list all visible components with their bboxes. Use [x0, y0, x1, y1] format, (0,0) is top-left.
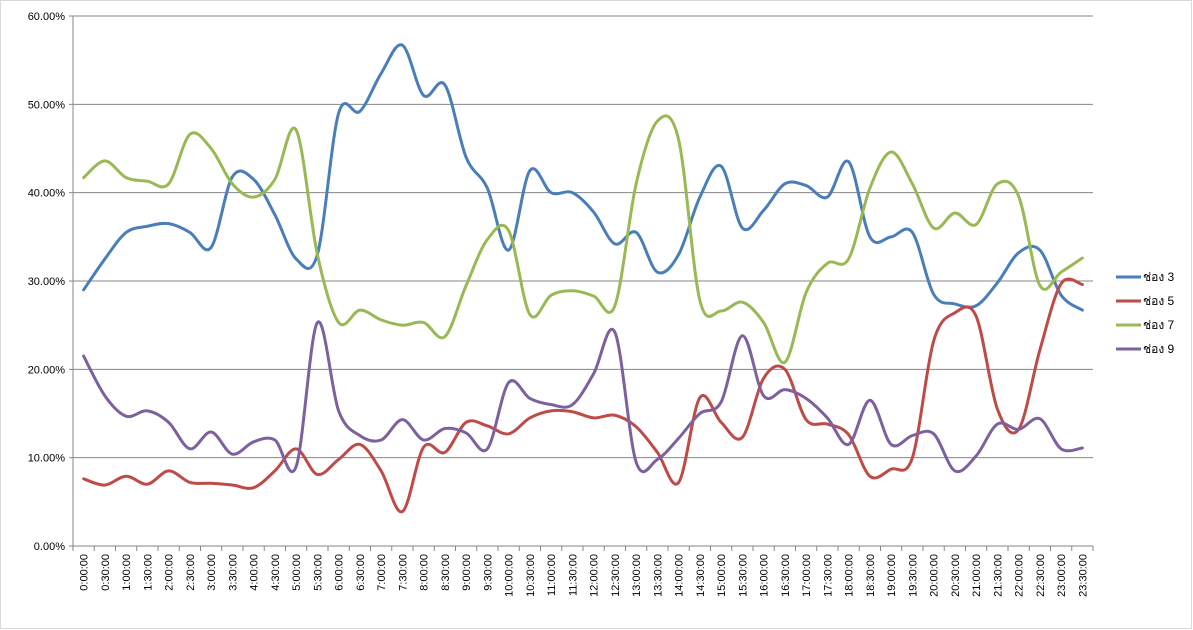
- y-tick-label: 10.00%: [28, 453, 66, 465]
- y-tick-label: 30.00%: [28, 276, 66, 288]
- x-tick-label: 0:00:00: [79, 554, 91, 591]
- x-tick-label: 2:00:00: [164, 554, 176, 591]
- x-tick-label: 2:30:00: [185, 554, 197, 591]
- x-tick-label: 23:30:00: [1077, 554, 1089, 597]
- y-tick-label: 20.00%: [28, 364, 66, 376]
- x-tick-label: 22:30:00: [1035, 554, 1047, 597]
- x-tick-label: 14:00:00: [674, 554, 686, 597]
- y-tick-label: 40.00%: [28, 188, 66, 200]
- x-tick-label: 0:30:00: [100, 554, 112, 591]
- y-tick-label: 0.00%: [34, 541, 65, 553]
- chart-container: 0.00% 10.00% 20.00% 30.00% 40.00% 50.00% 60.00…: [0, 0, 1193, 630]
- x-tick-label: 17:00:00: [801, 554, 813, 597]
- x-tick-label: 21:00:00: [971, 554, 983, 597]
- x-tick-label: 19:00:00: [886, 554, 898, 597]
- x-tick-label: 10:30:00: [525, 554, 537, 597]
- x-tick-label: 9:00:00: [461, 554, 473, 591]
- x-tick-label: 3:00:00: [206, 554, 218, 591]
- x-tick-label: 13:00:00: [631, 554, 643, 597]
- x-tick-label: 16:00:00: [759, 554, 771, 597]
- legend-label: ช่อง 5: [1143, 294, 1175, 308]
- x-tick-label: 12:00:00: [589, 554, 601, 597]
- x-tick-label: 20:00:00: [929, 554, 941, 597]
- x-tick-label: 23:00:00: [1056, 554, 1068, 597]
- x-tick-label: 19:30:00: [907, 554, 919, 597]
- x-tick-label: 17:30:00: [822, 554, 834, 597]
- x-tick-label: 11:00:00: [546, 554, 558, 596]
- x-tick-label: 6:00:00: [334, 554, 346, 591]
- x-tick-label: 4:00:00: [249, 554, 261, 591]
- x-tick-label: 8:30:00: [440, 554, 452, 591]
- x-tick-label: 18:30:00: [865, 554, 877, 597]
- x-tick-label: 7:30:00: [397, 554, 409, 591]
- x-tick-label: 5:30:00: [312, 554, 324, 591]
- x-tick-label: 22:00:00: [1014, 554, 1026, 597]
- x-tick-label: 16:30:00: [780, 554, 792, 597]
- x-tick-label: 13:30:00: [652, 554, 664, 597]
- line-chart: 0.00% 10.00% 20.00% 30.00% 40.00% 50.00% 60.00…: [0, 0, 1193, 630]
- x-tick-label: 6:30:00: [355, 554, 367, 591]
- legend-label: ช่อง 9: [1143, 342, 1175, 356]
- x-tick-label: 8:00:00: [419, 554, 431, 591]
- x-tick-label: 7:00:00: [376, 554, 388, 591]
- y-tick-label: 50.00%: [28, 99, 66, 111]
- x-tick-label: 9:30:00: [482, 554, 494, 591]
- x-tick-label: 4:30:00: [270, 554, 282, 591]
- x-tick-label: 20:30:00: [950, 554, 962, 597]
- x-tick-label: 14:30:00: [695, 554, 707, 597]
- y-tick-label: 60.00%: [28, 11, 66, 23]
- x-tick-label: 3:30:00: [227, 554, 239, 591]
- x-tick-label: 18:00:00: [844, 554, 856, 597]
- x-tick-label: 1:30:00: [142, 554, 154, 591]
- chart-border: [1, 1, 1192, 629]
- legend-label: ช่อง 7: [1143, 318, 1175, 332]
- x-tick-label: 5:00:00: [291, 554, 303, 591]
- x-tick-label: 1:00:00: [121, 554, 133, 591]
- x-tick-label: 15:30:00: [737, 554, 749, 597]
- x-tick-label: 11:30:00: [567, 554, 579, 596]
- x-tick-label: 15:00:00: [716, 554, 728, 597]
- x-tick-label: 21:30:00: [992, 554, 1004, 597]
- x-tick-label: 10:00:00: [504, 554, 516, 597]
- x-tick-label: 12:30:00: [610, 554, 622, 597]
- legend-label: ช่อง 3: [1143, 270, 1175, 284]
